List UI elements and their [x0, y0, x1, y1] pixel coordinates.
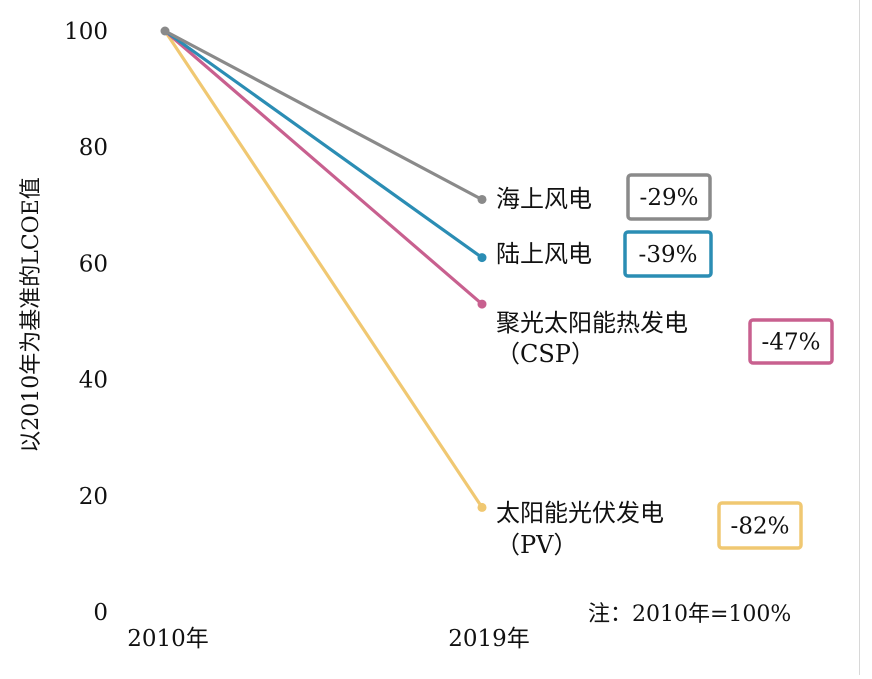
series-lines	[160, 26, 487, 512]
series-line	[163, 29, 484, 306]
change-badge	[717, 501, 803, 550]
y-tick-label: 100	[64, 19, 108, 45]
change-badge-text: -39%	[639, 242, 698, 268]
series-name-label: 海上风电	[496, 185, 592, 213]
series-line	[163, 29, 484, 202]
change-badge-text: -47%	[762, 330, 821, 356]
y-ticks: 0 20 40 60 80 100	[64, 19, 108, 626]
series-line	[163, 29, 484, 260]
y-tick-label: 80	[79, 135, 108, 161]
change-badge-text: -82%	[731, 514, 790, 540]
series-name-label: 太阳能光伏发电	[496, 499, 664, 527]
change-badge	[748, 318, 834, 365]
series-end-point	[477, 253, 487, 263]
series-name-sublabel: （PV）	[496, 531, 577, 559]
series-labels: 海上风电 -29% 陆上风电 -39% 聚光太阳能热发电 （CSP） -47% 太阳能光伏发电…	[496, 173, 834, 559]
series-end-point	[477, 194, 487, 204]
series-name-label: 陆上风电	[496, 240, 592, 268]
y-axis-label: 以2010年为基准的LCOE值	[19, 177, 44, 453]
y-tick-label: 60	[79, 251, 108, 277]
series-name-sublabel: （CSP）	[496, 340, 595, 368]
change-badge	[626, 173, 712, 221]
note-text: 注：2010年=100%	[588, 602, 791, 627]
y-tick-label: 0	[93, 600, 108, 626]
series-name-label: 聚光太阳能热发电	[496, 309, 688, 337]
series-line	[163, 29, 484, 510]
change-badge-text: -29%	[640, 185, 699, 211]
series-start-point	[160, 26, 170, 36]
y-tick-label: 20	[79, 484, 108, 510]
y-tick-label: 40	[79, 368, 108, 394]
series-end-point	[477, 502, 487, 512]
x-ticks: 2010年 2019年	[127, 626, 530, 652]
x-tick-label: 2019年	[448, 626, 530, 652]
series-end-point	[477, 299, 487, 309]
x-tick-label: 2010年	[127, 626, 209, 652]
image-right-edge	[859, 0, 860, 675]
change-badge	[623, 230, 713, 278]
